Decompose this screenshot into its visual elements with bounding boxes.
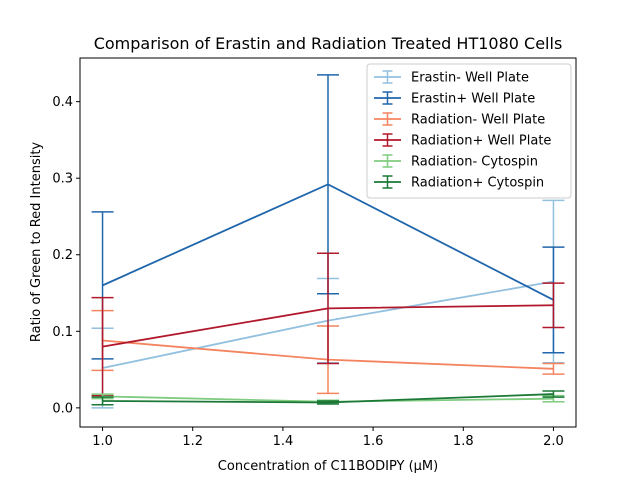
- x-tick-label: 1.2: [182, 434, 203, 449]
- x-tick-label: 1.4: [273, 434, 294, 449]
- plot-area: [91, 74, 565, 409]
- legend-label: Erastin+ Well Plate: [411, 92, 535, 107]
- series-line: [102, 183, 554, 301]
- y-axis-label: Ratio of Green to Red Intensity: [29, 142, 44, 343]
- series-3: [91, 252, 565, 397]
- x-tick-label: 1.6: [363, 434, 384, 449]
- axes-frame: [79, 57, 577, 428]
- legend-label: Radiation- Cytospin: [411, 155, 538, 170]
- x-tick-label: 1.8: [453, 434, 474, 449]
- legend-entry-5: Radiation+ Cytospin: [374, 175, 544, 191]
- chart-title: Comparison of Erastin and Radiation Trea…: [94, 34, 563, 53]
- x-axis-label: Concentration of C11BODIPY (μM): [218, 459, 438, 474]
- series-line: [102, 304, 554, 348]
- series-line: [102, 393, 554, 404]
- legend-entry-0: Erastin- Well Plate: [374, 70, 529, 86]
- y-tick-label: 0.3: [52, 172, 73, 187]
- legend-entry-2: Radiation- Well Plate: [374, 112, 545, 128]
- legend-entry-4: Radiation- Cytospin: [374, 154, 538, 170]
- legend-label: Erastin- Well Plate: [411, 71, 529, 86]
- legend-label: Radiation+ Well Plate: [411, 134, 551, 149]
- legend: Erastin- Well Plate Erastin+ Well Plate Ra…: [366, 63, 572, 199]
- axes: 1.0 1.2 1.4 1.6 1.8 2.0 0.0 0.1 0.2 0.3 0.4: [52, 57, 577, 449]
- y-tick-label: 0.1: [52, 325, 73, 340]
- x-tick-label: 2.0: [543, 434, 564, 449]
- y-tick-label: 0.2: [52, 248, 73, 263]
- x-tick-label: 1.0: [92, 434, 113, 449]
- legend-frame: [366, 63, 572, 199]
- legend-entry-3: Radiation+ Well Plate: [374, 133, 551, 149]
- y-tick-label: 0.4: [52, 95, 73, 110]
- legend-label: Radiation+ Cytospin: [411, 176, 544, 191]
- series-5: [91, 390, 565, 406]
- legend-entry-1: Erastin+ Well Plate: [374, 91, 535, 107]
- y-tick-label: 0.0: [52, 401, 73, 416]
- legend-label: Radiation- Well Plate: [411, 113, 545, 128]
